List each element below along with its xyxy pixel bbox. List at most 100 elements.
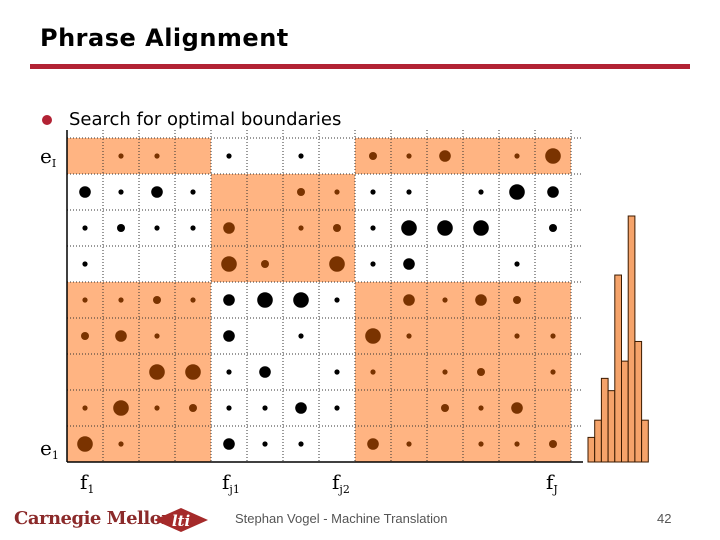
alignment-dot [370, 189, 376, 195]
col-label-f1: f1 [80, 470, 95, 496]
alignment-dot [478, 441, 484, 447]
alignment-dot [223, 222, 235, 234]
alignment-dot [406, 189, 412, 195]
alignment-dot [550, 369, 556, 375]
alignment-dot [82, 261, 88, 267]
bullet-text: Search for optimal boundaries [69, 109, 342, 130]
alignment-dot [365, 328, 381, 344]
alignment-dot [261, 260, 269, 268]
alignment-dot [369, 152, 377, 160]
phrase-block [67, 138, 211, 174]
alignment-dot [298, 333, 304, 339]
alignment-dot [514, 153, 520, 159]
alignment-dot [223, 438, 235, 450]
alignment-dot [262, 405, 268, 411]
alignment-dot [118, 153, 124, 159]
alignment-dot [511, 402, 523, 414]
histogram-bar [634, 340, 643, 463]
alignment-dot [442, 369, 448, 375]
alignment-dot [403, 258, 415, 270]
alignment-dot [257, 292, 273, 308]
alignment-dot [549, 440, 557, 448]
histogram-bar [614, 274, 622, 463]
alignment-dot [439, 150, 451, 162]
alignment-dot [514, 333, 520, 339]
carnegie-mellon-logo: Carnegie Mellon [14, 508, 174, 529]
alignment-dot [154, 225, 160, 231]
alignment-dot [190, 297, 196, 303]
alignment-dot [514, 441, 520, 447]
alignment-dot [403, 294, 415, 306]
slide-title: Phrase Alignment [40, 24, 289, 52]
alignment-dot [295, 402, 307, 414]
alignment-dot [406, 441, 412, 447]
alignment-dot [259, 366, 271, 378]
alignment-dot [81, 332, 89, 340]
histogram-bar [621, 360, 629, 463]
alignment-dot [478, 405, 484, 411]
alignment-dot [545, 148, 561, 164]
alignment-dot [297, 188, 305, 196]
alignment-dot [334, 297, 340, 303]
alignment-dot [293, 292, 309, 308]
histogram-bar [627, 215, 636, 463]
histogram-bar [594, 419, 602, 463]
alignment-dot [370, 261, 376, 267]
alignment-dot [333, 224, 341, 232]
histogram-bar [607, 390, 616, 463]
phrase-block [355, 138, 571, 174]
alignment-dot [118, 189, 124, 195]
alignment-dot [370, 225, 376, 231]
alignment-dot [514, 261, 520, 267]
alignment-dot [154, 333, 160, 339]
row-label-top: eI [40, 144, 57, 170]
alignment-dot [513, 296, 521, 304]
col-label-fj1: fj1 [222, 470, 240, 496]
alignment-dot [367, 438, 379, 450]
alignment-dot [406, 333, 412, 339]
alignment-dot [185, 364, 201, 380]
phrase-block [355, 282, 571, 462]
alignment-dot [154, 153, 160, 159]
histogram-bar [641, 419, 649, 463]
alignment-dot [262, 441, 268, 447]
alignment-dot [478, 189, 484, 195]
alignment-dot [334, 405, 340, 411]
row-label-bottom: e1 [40, 436, 59, 462]
alignment-dot [226, 153, 232, 159]
alignment-dot [151, 186, 163, 198]
alignment-dot [223, 330, 235, 342]
alignment-dot [190, 189, 196, 195]
alignment-dot [117, 224, 125, 232]
alignment-dot [509, 184, 525, 200]
alignment-dot [370, 369, 376, 375]
alignment-dot [401, 220, 417, 236]
alignment-dot [441, 404, 449, 412]
alignment-dot [190, 225, 196, 231]
alignment-dot [406, 153, 412, 159]
alignment-dot [298, 153, 304, 159]
alignment-dot [82, 405, 88, 411]
alignment-dot [115, 330, 127, 342]
alignment-dot [82, 225, 88, 231]
svg-text:lti: lti [172, 512, 191, 530]
alignment-dot [329, 256, 345, 272]
col-label-fj2: fj2 [332, 470, 350, 496]
histogram-bar [600, 377, 609, 463]
alignment-dot [79, 186, 91, 198]
alignment-dot [437, 220, 453, 236]
alignment-dot [113, 400, 129, 416]
alignment-dot [334, 369, 340, 375]
alignment-dot [82, 297, 88, 303]
alignment-dot [549, 224, 557, 232]
alignment-dot [442, 297, 448, 303]
alignment-dot [475, 294, 487, 306]
bullet-icon [42, 115, 52, 125]
page-number: 42 [657, 511, 672, 526]
alignment-dot [334, 189, 340, 195]
alignment-dot [298, 225, 304, 231]
alignment-dot [477, 368, 485, 376]
col-label-fJ: fJ [546, 470, 558, 496]
alignment-dot [77, 436, 93, 452]
